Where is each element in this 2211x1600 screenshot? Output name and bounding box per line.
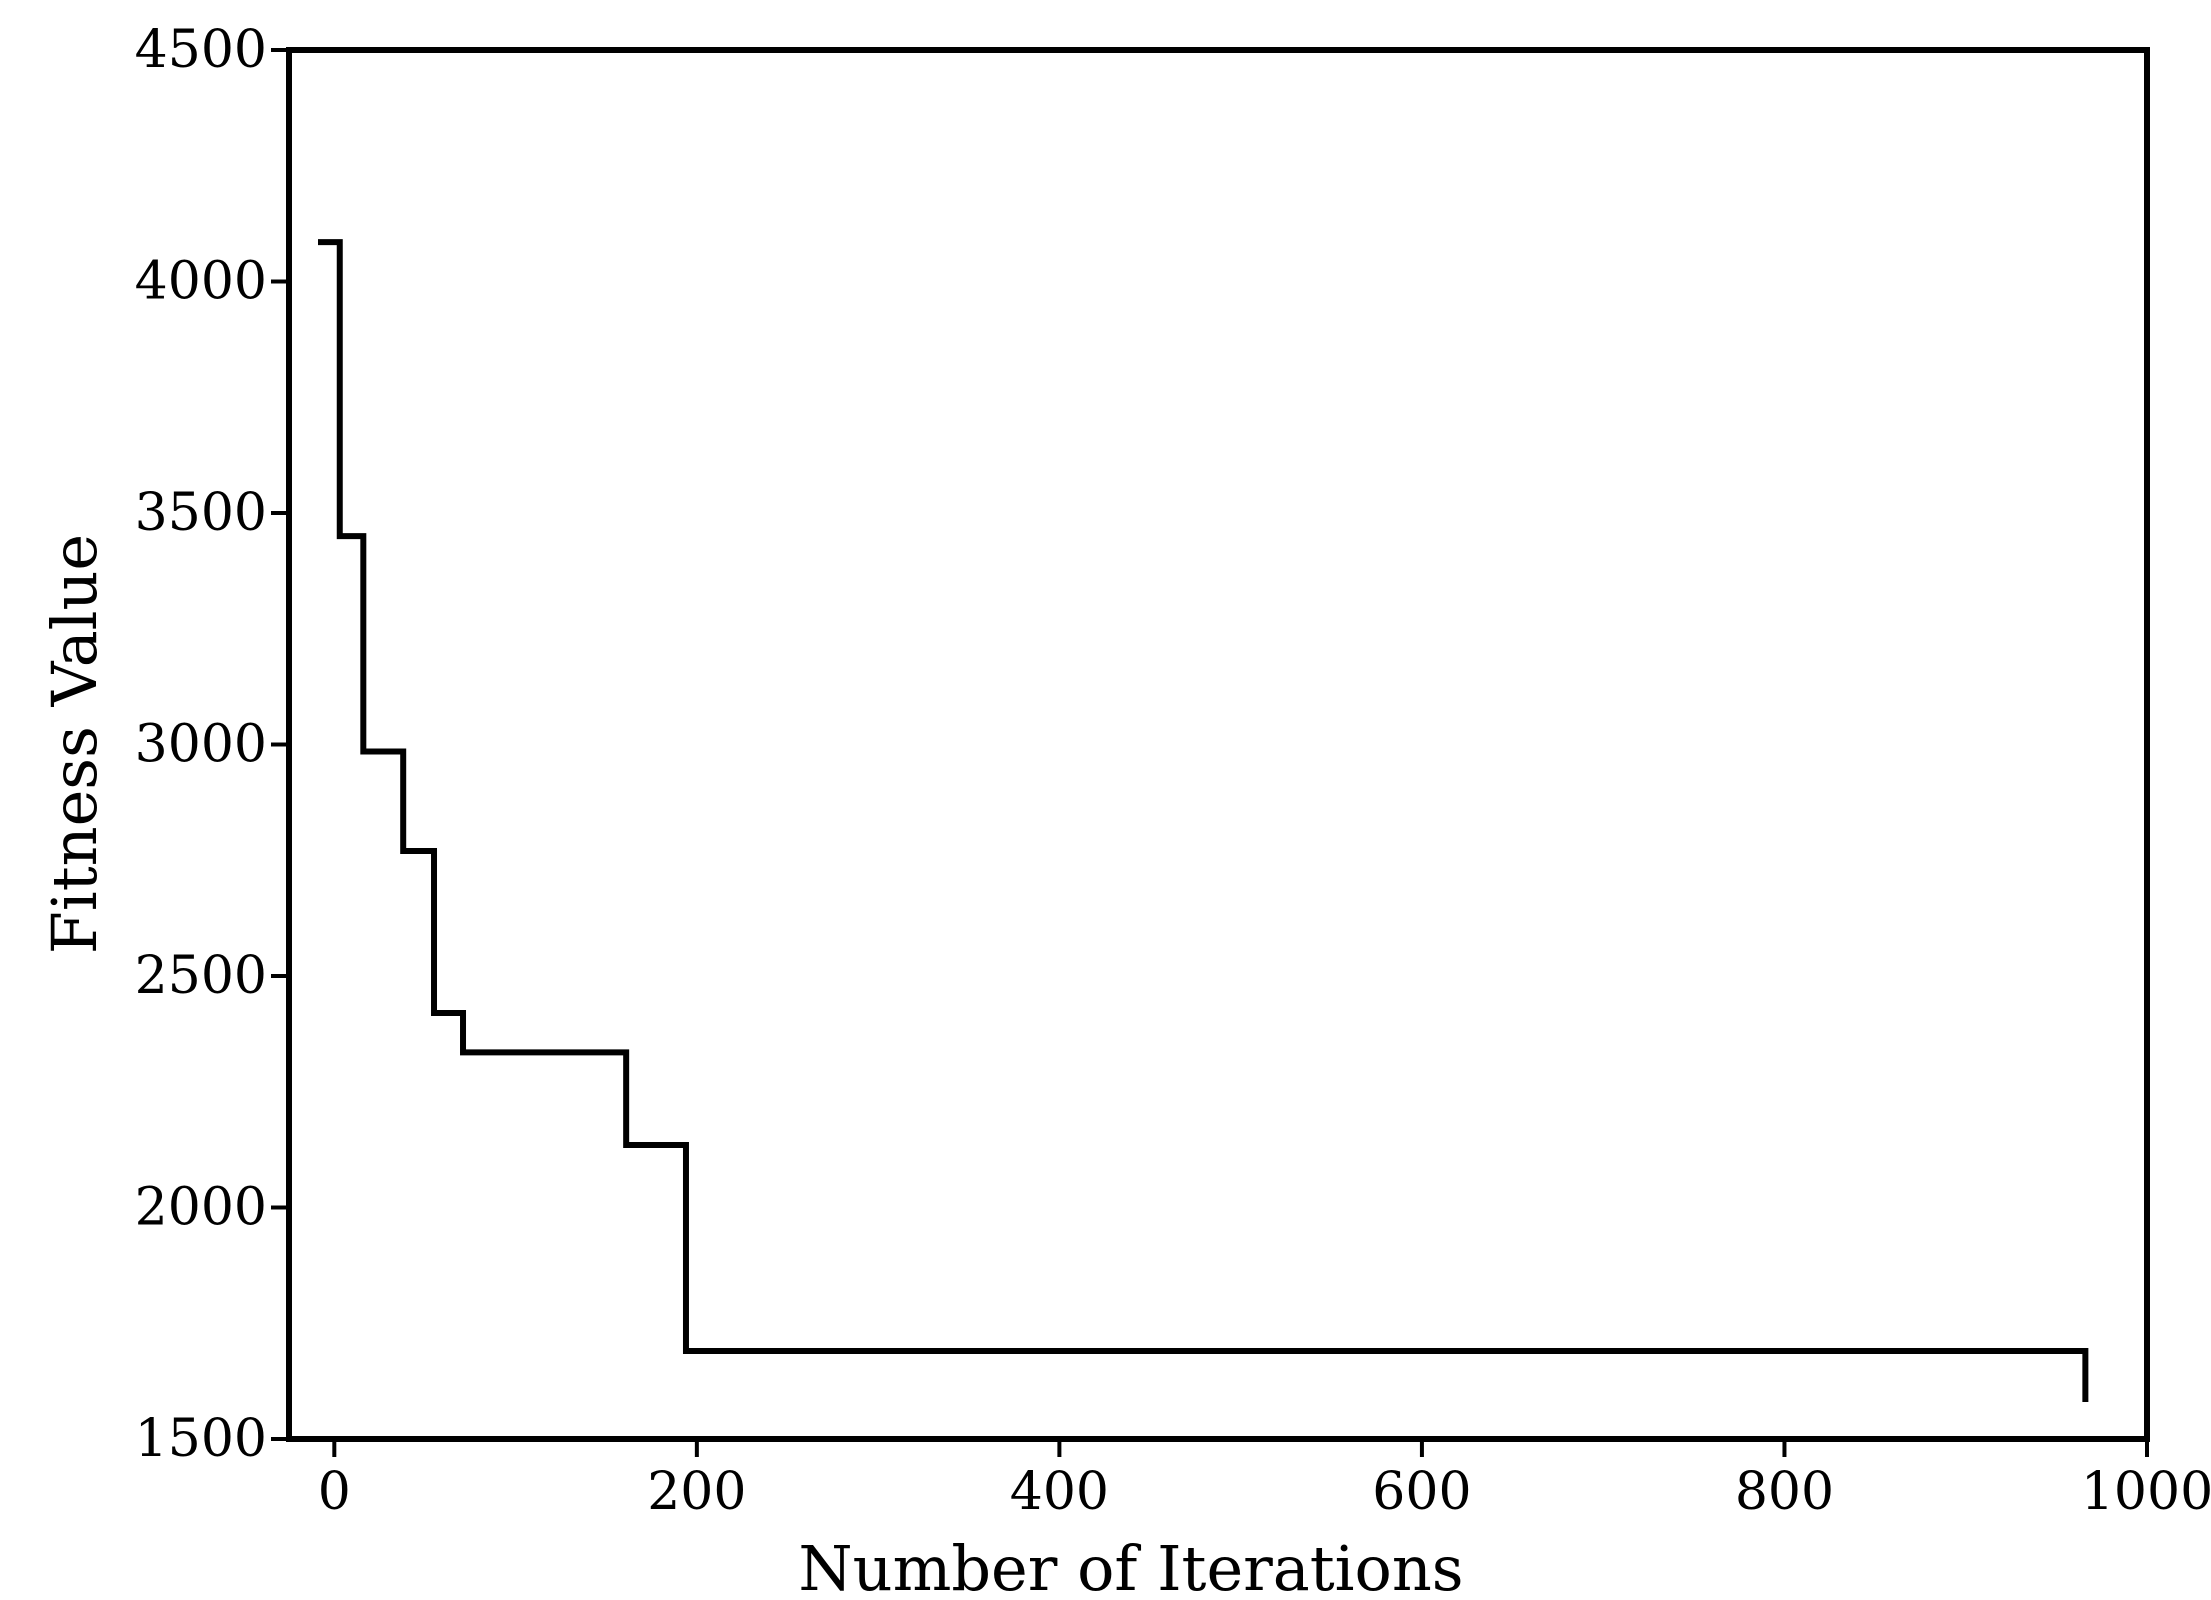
- plot-frame: [286, 47, 2150, 1442]
- y-tick-label: 1500: [135, 1409, 267, 1469]
- series-layer: [318, 239, 2089, 1402]
- x-tick-label: 600: [1372, 1462, 1471, 1522]
- x-tick-label: 200: [647, 1462, 746, 1522]
- y-tick-label: 2500: [135, 946, 267, 1006]
- x-axis-title: Number of Iterations: [798, 1532, 1463, 1600]
- y-tick-label: 3500: [135, 483, 267, 543]
- x-tick-label: 800: [1735, 1462, 1834, 1522]
- y-tick-label: 4000: [135, 252, 267, 312]
- x-axis-ticks: 0 200 400 600 800 1000: [318, 1439, 2211, 1522]
- y-tick-label: 4500: [135, 20, 267, 80]
- y-tick-label: 2000: [135, 1178, 267, 1238]
- y-axis-ticks: 1500 2000 2500 3000 3500 4000 4500: [135, 20, 289, 1469]
- x-tick-label: 0: [318, 1462, 351, 1522]
- x-tick-label: 400: [1010, 1462, 1109, 1522]
- series-line: [318, 239, 2089, 1402]
- x-tick-label: 1000: [2081, 1462, 2211, 1522]
- y-tick-label: 3000: [135, 715, 267, 775]
- y-axis-title: Fitness Value: [38, 534, 111, 954]
